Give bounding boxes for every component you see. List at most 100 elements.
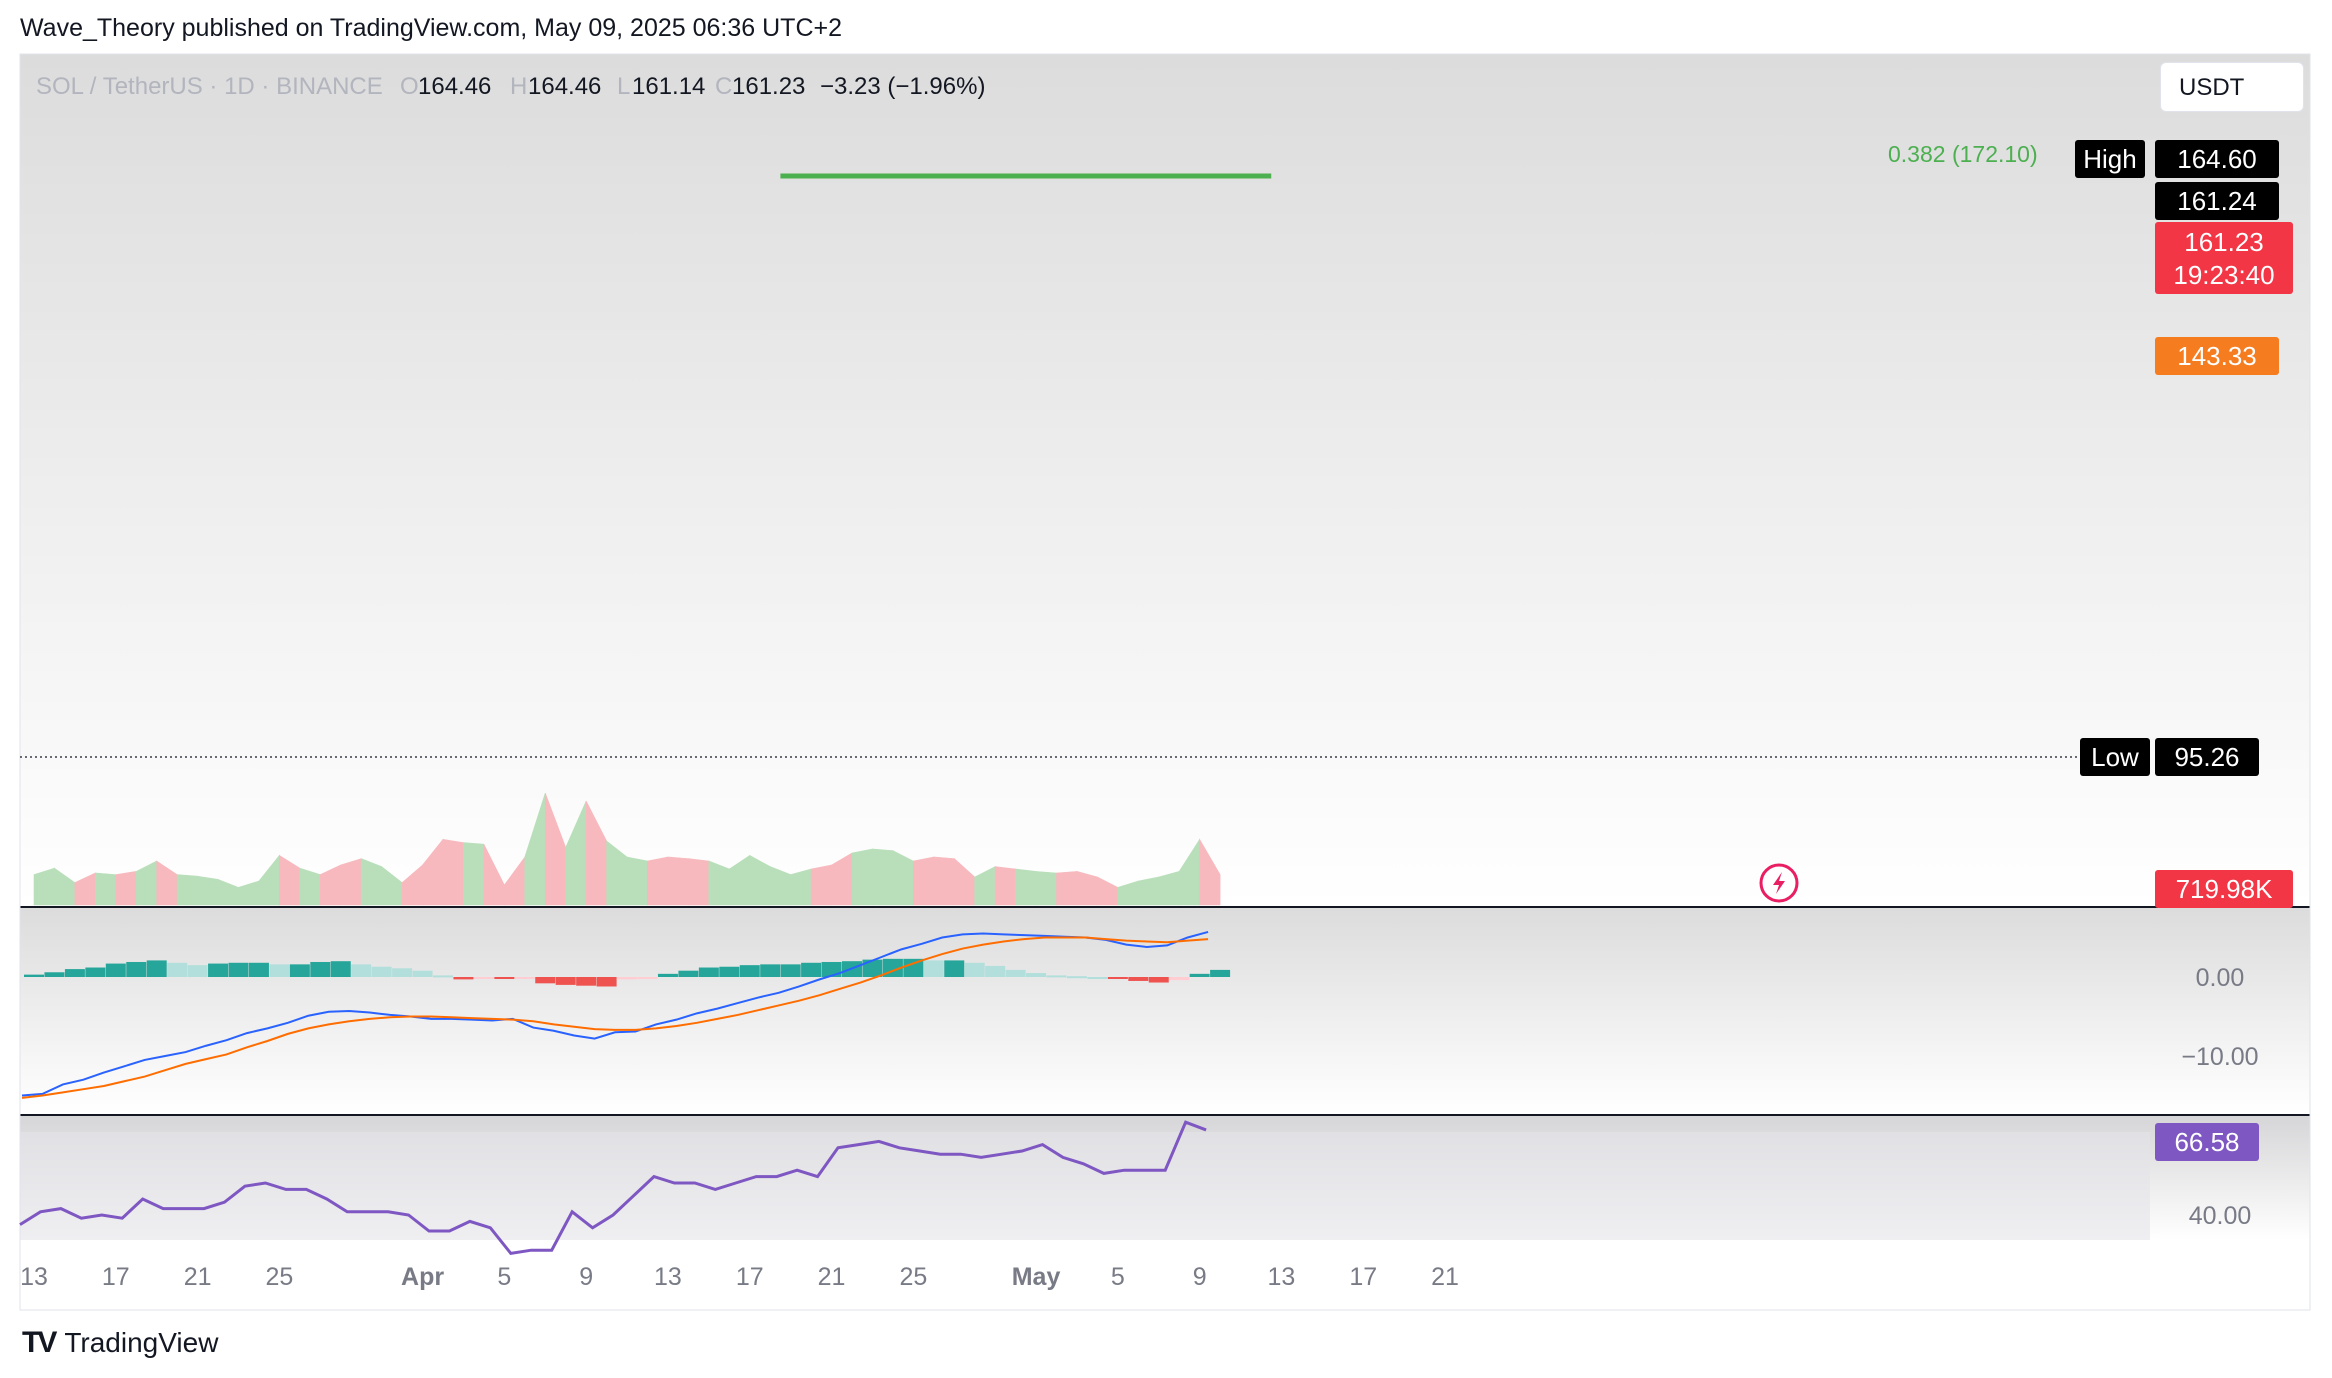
macd-hist-bar-20 xyxy=(433,975,453,978)
high-value-badge-text: 164.60 xyxy=(2177,144,2257,174)
volume-segment-33 xyxy=(688,858,710,906)
macd-hist-bar-35 xyxy=(739,965,760,977)
fib-levels: 0.382 (172.10)0.618 (114.23)0.65 (104.73… xyxy=(780,141,2038,179)
volume-segment-30 xyxy=(626,856,648,906)
high-label-badge-text: High xyxy=(2083,144,2136,174)
macd-hist-bar-17 xyxy=(371,966,392,977)
macd-hist-bar-28 xyxy=(596,977,617,987)
footer: TV TradingView xyxy=(22,1326,218,1360)
volume-segment-32 xyxy=(667,856,689,906)
volume-segment-51 xyxy=(1056,871,1078,906)
volume-segment-16 xyxy=(340,858,362,906)
macd-hist-bar-45 xyxy=(944,960,965,977)
macd-hist-bar-24 xyxy=(514,977,535,979)
macd-hist-bar-11 xyxy=(248,962,269,977)
macd-hist-bar-41 xyxy=(862,959,883,977)
time-tick-10: 25 xyxy=(899,1263,927,1291)
macd-hist-bar-38 xyxy=(801,962,822,977)
close-value-badge: 161.24 xyxy=(2155,182,2279,220)
low-value-badge-text: 95.26 xyxy=(2174,742,2239,772)
volume-segment-22 xyxy=(463,842,485,906)
low-value-badge-bg xyxy=(2155,738,2259,776)
macd-hist-bar-50 xyxy=(1046,975,1067,978)
rsi-band xyxy=(20,1132,2150,1240)
tradingview-logo-icon: TV xyxy=(22,1326,57,1359)
ema-value-badge-bg xyxy=(2155,337,2279,375)
time-tick-2: 21 xyxy=(184,1263,212,1291)
macd-hist-bar-18 xyxy=(392,968,413,977)
volume-segment-38 xyxy=(790,868,812,906)
macd-hist-bar-47 xyxy=(985,965,1006,977)
macd-hist-bar-13 xyxy=(289,964,310,977)
macd-hist-bar-33 xyxy=(698,967,719,977)
volume-segment-5 xyxy=(115,871,137,906)
time-tick-5: 5 xyxy=(497,1263,511,1291)
time-tick-12: 5 xyxy=(1111,1263,1125,1291)
volume-value-badge-bg xyxy=(2155,870,2293,908)
footer-brand: TradingView xyxy=(64,1327,219,1358)
macd-signal-line xyxy=(21,936,1209,1099)
volume-segment-55 xyxy=(1138,876,1160,906)
macd-hist-bar-46 xyxy=(964,962,985,977)
macd-hist-bar-58 xyxy=(1210,969,1231,977)
ohlc-h-value: 164.46 xyxy=(528,73,601,100)
macd-hist-bar-51 xyxy=(1066,976,1087,979)
macd-hist-bar-32 xyxy=(678,970,699,977)
ema-value-badge: 143.33 xyxy=(2155,337,2279,375)
ohlc-readout: O 164.46 H 164.46 L 161.14 C 161.23 −3.2… xyxy=(400,73,985,100)
high-label-badge: High xyxy=(2075,140,2145,178)
macd-hist-bar-5 xyxy=(126,961,147,977)
volume-segment-45 xyxy=(933,856,955,906)
macd-hist-bar-23 xyxy=(494,977,515,979)
alert-icon[interactable] xyxy=(1759,863,1799,903)
axes: 150.00130.00118.00106.0098.0090.000.00−1… xyxy=(20,964,2258,1291)
ohlc-change: −3.23 (−1.96%) xyxy=(820,73,985,100)
macd-hist-bar-1 xyxy=(44,972,65,977)
macd-hist-bar-56 xyxy=(1169,977,1190,981)
volume-segment-8 xyxy=(176,874,198,906)
main-pane-bg xyxy=(20,54,2310,906)
high-value-badge-bg xyxy=(2155,140,2279,178)
ohlc-l-label: L xyxy=(617,73,630,100)
volume-segment-52 xyxy=(1076,871,1098,906)
macd-hist-bar-10 xyxy=(228,962,249,977)
time-tick-11: May xyxy=(1012,1263,1061,1291)
last-price-text: 161.23 xyxy=(2184,227,2264,257)
macd-hist-bar-53 xyxy=(1107,977,1128,979)
ema-value-badge-text: 143.33 xyxy=(2177,341,2257,371)
ohlc-c-label: C xyxy=(715,73,732,100)
time-tick-1: 17 xyxy=(102,1263,130,1291)
volume-segment-49 xyxy=(1015,868,1037,906)
macd-hist-bar-2 xyxy=(64,969,85,977)
macd-hist-bar-34 xyxy=(719,966,740,977)
close-value-badge-bg xyxy=(2155,182,2279,220)
rsi-tick-0: 40.00 xyxy=(2189,1202,2252,1230)
low-label-badge: Low xyxy=(2080,738,2150,776)
volume-segment-1 xyxy=(33,867,55,906)
macd-indicator xyxy=(21,931,1231,1099)
rsi-value-badge-bg xyxy=(2155,1123,2259,1161)
macd-hist-bar-6 xyxy=(146,960,167,977)
volume-segment-41 xyxy=(851,848,873,906)
macd-hist-bar-21 xyxy=(453,977,474,980)
macd-hist-bar-16 xyxy=(351,964,372,977)
time-tick-9: 21 xyxy=(818,1263,846,1291)
macd-hist-bar-7 xyxy=(167,962,188,977)
volume-segment-14 xyxy=(299,867,321,906)
macd-hist-bar-49 xyxy=(1026,973,1047,977)
macd-hist-bar-55 xyxy=(1148,977,1169,983)
macd-tick-0: 0.00 xyxy=(2196,964,2245,992)
macd-hist-bar-14 xyxy=(310,961,331,977)
high-value-badge: 164.60 xyxy=(2155,140,2279,178)
macd-hist-bar-36 xyxy=(760,964,781,977)
macd-hist-bar-15 xyxy=(330,961,351,977)
volume-segment-4 xyxy=(95,872,117,906)
currency-button[interactable]: USDT xyxy=(2160,62,2304,112)
price-guide-lines xyxy=(20,756,2150,758)
macd-hist-bar-44 xyxy=(923,960,944,977)
macd-tick-1: −10.00 xyxy=(2181,1043,2258,1071)
macd-hist-bar-4 xyxy=(105,963,126,977)
macd-hist-bar-43 xyxy=(903,958,924,977)
